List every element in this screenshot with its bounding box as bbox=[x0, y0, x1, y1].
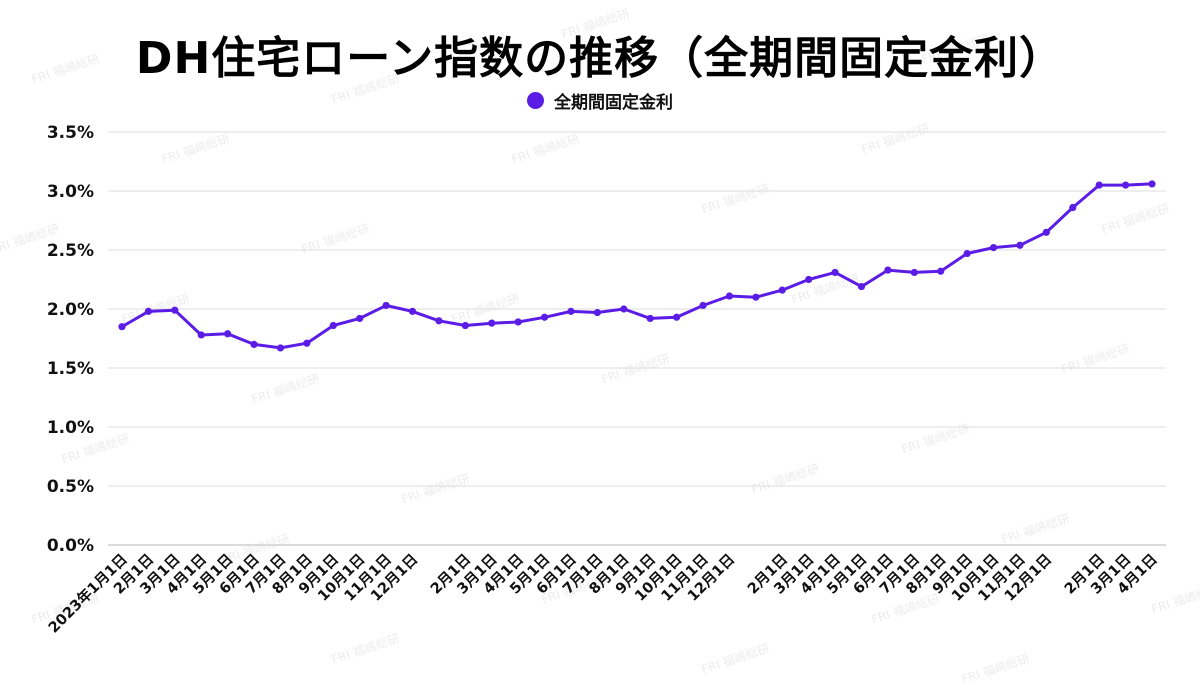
data-point[interactable] bbox=[857, 282, 866, 291]
y-tick-label: 1.0% bbox=[47, 418, 94, 438]
y-tick-label: 2.5% bbox=[47, 241, 94, 261]
data-point[interactable] bbox=[910, 268, 918, 277]
data-point[interactable] bbox=[646, 314, 654, 323]
data-point[interactable] bbox=[1069, 203, 1077, 212]
data-point[interactable] bbox=[1016, 241, 1024, 249]
data-point[interactable] bbox=[408, 307, 417, 315]
data-point[interactable] bbox=[1042, 228, 1050, 236]
data-point[interactable] bbox=[937, 267, 945, 275]
data-point[interactable] bbox=[276, 344, 285, 352]
data-point[interactable] bbox=[567, 307, 575, 315]
data-point[interactable] bbox=[1121, 181, 1130, 189]
y-tick-label: 0.5% bbox=[47, 477, 94, 497]
data-point[interactable] bbox=[514, 318, 522, 326]
data-point[interactable] bbox=[593, 308, 601, 317]
data-point[interactable] bbox=[461, 321, 469, 330]
data-point[interactable] bbox=[488, 319, 496, 327]
data-point[interactable] bbox=[329, 321, 337, 330]
data-point[interactable] bbox=[303, 339, 311, 347]
data-point[interactable] bbox=[144, 307, 153, 315]
y-tick-label: 3.0% bbox=[47, 182, 94, 202]
series-line bbox=[121, 182, 1153, 350]
data-point[interactable] bbox=[197, 331, 205, 339]
legend: 全期間固定金利 bbox=[0, 88, 1200, 113]
legend-marker-icon bbox=[527, 92, 544, 109]
legend-label: 全期間固定金利 bbox=[554, 93, 673, 113]
data-point[interactable] bbox=[752, 293, 760, 301]
data-point[interactable] bbox=[699, 301, 707, 310]
data-point[interactable] bbox=[171, 306, 179, 314]
data-point[interactable] bbox=[382, 301, 390, 310]
data-point[interactable] bbox=[250, 340, 258, 348]
data-point[interactable] bbox=[224, 330, 232, 338]
data-point[interactable] bbox=[540, 313, 549, 321]
data-point[interactable] bbox=[435, 317, 443, 325]
data-point[interactable] bbox=[1148, 180, 1156, 188]
data-point[interactable] bbox=[620, 305, 628, 313]
y-tick-label: 1.5% bbox=[47, 359, 94, 379]
data-point[interactable] bbox=[118, 323, 126, 331]
data-point[interactable] bbox=[831, 268, 839, 277]
chart-title: DH住宅ローン指数の推移（全期間固定金利） bbox=[135, 33, 1065, 84]
data-point[interactable] bbox=[725, 292, 734, 300]
y-tick-label: 3.5% bbox=[47, 123, 94, 143]
data-point[interactable] bbox=[963, 249, 971, 258]
y-tick-label: 2.0% bbox=[47, 300, 94, 320]
data-point[interactable] bbox=[1095, 181, 1103, 189]
data-point[interactable] bbox=[673, 313, 681, 321]
data-point[interactable] bbox=[778, 286, 786, 294]
data-point[interactable] bbox=[805, 275, 813, 284]
data-point[interactable] bbox=[356, 314, 364, 323]
y-tick-label: 0.0% bbox=[47, 536, 94, 556]
data-point[interactable] bbox=[989, 244, 998, 252]
data-point[interactable] bbox=[884, 266, 892, 274]
